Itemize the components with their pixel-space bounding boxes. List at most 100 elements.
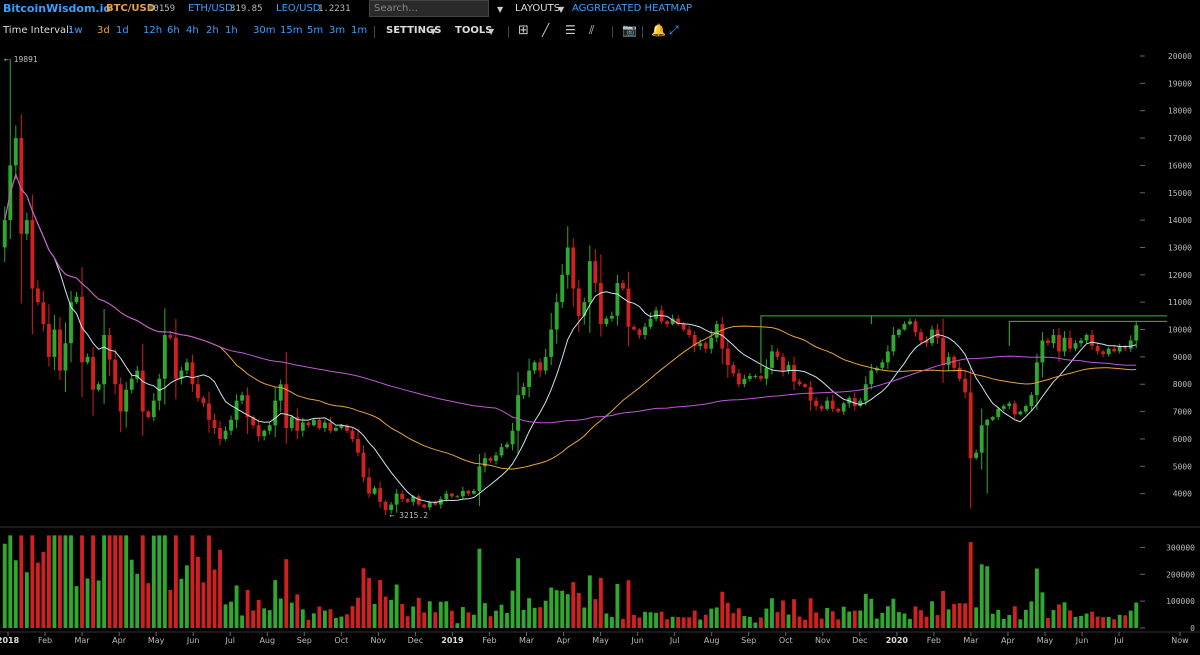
ticker-leousd-pair[interactable]: LEO/USD	[276, 3, 321, 14]
volume-bar	[118, 535, 123, 628]
candle-body	[251, 417, 256, 426]
volume-bar	[284, 559, 289, 628]
candle-body	[35, 288, 40, 303]
volume-bar	[46, 535, 51, 628]
candle-body	[935, 329, 940, 338]
candle-body	[1123, 345, 1128, 349]
candle-body	[499, 447, 504, 456]
candle-body	[30, 220, 35, 289]
volume-bar	[560, 590, 565, 628]
resistance-line	[760, 315, 1167, 374]
ticker-ethusd-pair[interactable]: ETH/USD	[188, 3, 233, 14]
candle-body	[908, 321, 912, 325]
volume-bar	[725, 602, 730, 628]
trendline-tool-icon[interactable]: ╱	[542, 23, 550, 37]
candle-body	[913, 321, 918, 333]
candle-body	[289, 417, 294, 428]
volume-bar	[919, 610, 923, 628]
volume-bar	[687, 617, 692, 628]
candle-body	[284, 384, 289, 428]
price-tick-label: 4000	[1173, 490, 1192, 499]
candle-body	[549, 329, 554, 357]
candle-body	[609, 315, 614, 319]
ticker-btcusd-pair[interactable]: BTC/USD	[106, 3, 156, 14]
volume-bar	[952, 603, 957, 628]
interval-12h[interactable]: 12h	[143, 25, 163, 36]
candle-body	[223, 430, 228, 439]
interval-2h[interactable]: 2h	[206, 25, 219, 36]
volume-bar	[289, 602, 294, 628]
fib-fan-tool-icon[interactable]: ⫽	[589, 23, 595, 37]
candle-body	[173, 337, 178, 379]
tools-chevron-down-icon[interactable]: ▼	[488, 27, 495, 36]
candle-body	[1112, 348, 1117, 352]
interval-30m[interactable]: 30m	[253, 25, 276, 36]
volume-bar	[499, 604, 504, 628]
volume-bar	[946, 609, 951, 628]
interval-15m[interactable]: 15m	[280, 25, 303, 36]
toolbar-divider	[642, 26, 643, 38]
settings-menu[interactable]: SETTINGS	[386, 25, 442, 36]
candle-body	[681, 324, 686, 330]
resistance-line	[1008, 320, 1167, 346]
candle-body	[792, 365, 796, 382]
candle-body	[532, 362, 537, 371]
volume-bar	[521, 609, 526, 628]
interval-1w[interactable]: 1w	[68, 25, 83, 36]
volume-tick-label: 300000	[1166, 543, 1195, 552]
time-axis-label: 2018	[0, 636, 20, 645]
interval-4h[interactable]: 4h	[186, 25, 199, 36]
volume-bar	[444, 601, 449, 628]
volume-bar	[1062, 602, 1067, 628]
volume-bar	[858, 610, 863, 628]
candle-body	[24, 220, 29, 234]
volume-bar	[328, 609, 333, 628]
layouts-menu[interactable]: LAYOUTS	[515, 3, 561, 14]
candle-body	[1134, 325, 1139, 341]
brand-logo[interactable]: BitcoinWisdom.io	[3, 2, 111, 15]
fullscreen-icon[interactable]: ⤢	[669, 23, 679, 37]
volume-bar	[179, 578, 184, 628]
interval-1h[interactable]: 1h	[225, 25, 238, 36]
search-dropdown-icon[interactable]: ▼	[497, 5, 504, 14]
horizontal-lines-tool-icon[interactable]: ☰	[565, 23, 576, 37]
interval-3m[interactable]: 3m	[329, 25, 346, 36]
candle-body	[218, 428, 222, 439]
interval-1m[interactable]: 1m	[351, 25, 368, 36]
candle-body	[747, 376, 752, 379]
volume-bar	[582, 607, 587, 628]
volume-bar	[449, 610, 454, 628]
time-axis-label: Feb	[482, 636, 496, 645]
candle-body	[676, 318, 681, 325]
interval-5m[interactable]: 5m	[307, 25, 324, 36]
crosshair-tool-icon[interactable]: ⊞	[518, 23, 529, 38]
candle-body	[129, 378, 134, 390]
interval-1d[interactable]: 1d	[116, 25, 129, 36]
volume-bar	[1117, 614, 1122, 628]
volume-bar	[350, 606, 355, 628]
interval-6h[interactable]: 6h	[167, 25, 180, 36]
candle-body	[626, 288, 631, 327]
volume-bar	[1018, 619, 1023, 628]
volume-bar	[311, 613, 316, 628]
candle-body	[58, 329, 62, 371]
search-input[interactable]	[369, 0, 489, 17]
price-chart[interactable]: 20000 19000 18000 17000 16000 15000 14000 13000…	[0, 46, 1200, 655]
volume-bar	[902, 613, 907, 628]
volume-bar	[455, 623, 460, 628]
settings-chevron-down-icon[interactable]: ▼	[430, 27, 437, 36]
time-axis-label: Mar	[75, 636, 91, 645]
candle-body	[1001, 406, 1006, 409]
aggregated-heatmap-link[interactable]: AGGREGATED HEATMAP	[572, 3, 693, 14]
candle-body	[262, 430, 267, 437]
candle-body	[162, 335, 167, 379]
alert-bell-icon[interactable]: 🔔	[651, 23, 666, 37]
candle-body	[245, 395, 250, 418]
price-tick-label: 16000	[1168, 161, 1192, 170]
candle-body	[229, 419, 233, 431]
camera-icon[interactable]: 📷	[622, 23, 637, 37]
interval-3d[interactable]: 3d	[97, 25, 110, 36]
tools-menu[interactable]: TOOLS	[455, 25, 493, 36]
candle-body	[438, 499, 443, 505]
layouts-chevron-down-icon[interactable]: ▼	[558, 5, 565, 14]
